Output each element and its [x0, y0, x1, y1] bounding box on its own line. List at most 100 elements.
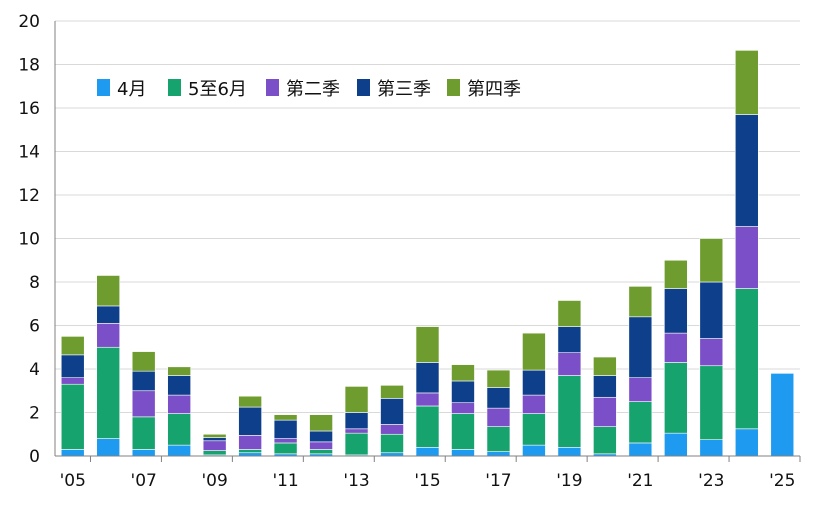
legend-swatch [97, 79, 110, 96]
bars [60, 50, 795, 457]
bar-segment [557, 326, 582, 353]
bar-segment [309, 430, 333, 443]
bar-segment [96, 438, 121, 457]
bar-segment [96, 323, 121, 348]
x-tick-label: '17 [485, 471, 511, 491]
x-tick-label: '15 [414, 471, 440, 491]
bar-segment [699, 439, 724, 457]
legend-swatch [168, 79, 181, 96]
bar-segment [557, 300, 582, 327]
bar-segment [557, 446, 582, 457]
legend-label: 第二季 [286, 79, 340, 100]
bar-segment [557, 352, 582, 376]
bar-segment [238, 395, 262, 408]
bar-segment [202, 450, 227, 456]
bar-segment [522, 332, 546, 371]
y-tick-label: 0 [29, 447, 40, 467]
bar-segment [60, 336, 85, 356]
bar-segment [380, 424, 404, 435]
bar-segment [628, 401, 653, 444]
legend-label: 5至6月 [188, 79, 247, 100]
legend-label: 第三季 [377, 79, 431, 100]
bar-segment [522, 394, 546, 414]
legend-label: 第四季 [467, 79, 521, 100]
bar-segment [664, 332, 688, 363]
bar-segment [202, 433, 227, 438]
bar-segment [167, 444, 191, 457]
bar-segment [60, 383, 85, 450]
y-tick-label: 6 [29, 317, 40, 337]
bar-segment [486, 387, 511, 409]
bar-segment [522, 413, 546, 446]
legend-swatch [447, 79, 460, 96]
bar-segment [273, 414, 298, 421]
bar-segment [451, 449, 475, 457]
bar-segment [273, 419, 298, 439]
bar-segment [309, 449, 333, 455]
bar-segment [131, 416, 156, 450]
bar-segment [415, 362, 440, 394]
x-tick-label: '07 [131, 471, 157, 491]
bar-segment [451, 380, 475, 404]
bar-segment [344, 412, 369, 430]
bar-segment [486, 426, 511, 452]
y-tick-label: 14 [18, 143, 40, 163]
bar-segment [96, 305, 121, 324]
bar-segment [734, 226, 759, 289]
bar-segment [522, 444, 546, 457]
bar-segment [202, 437, 227, 442]
bar-segment [628, 442, 653, 457]
y-tick-label: 8 [29, 273, 40, 293]
bar-segment [415, 326, 440, 363]
axes: 0 2 4 6 8 10 12 14 16 18 20 '05 '07 '09 '11 '13 '15 '17 '1… [18, 12, 801, 491]
bar-segment [344, 386, 369, 413]
bar-segment [486, 451, 511, 457]
bar-segment [60, 354, 85, 378]
x-tick-label: '21 [627, 471, 653, 491]
bar-segment [699, 338, 724, 367]
bar-segment [380, 398, 404, 425]
bar-segment [309, 441, 333, 450]
bar-segment [167, 366, 191, 376]
bar-segment [415, 446, 440, 457]
x-tick-label: '11 [272, 471, 298, 491]
bar-segment [96, 346, 121, 439]
bar-segment [238, 406, 262, 436]
bar-segment [699, 365, 724, 440]
bar-segment [131, 390, 156, 418]
bar-segment [664, 432, 688, 457]
bar-segment [202, 440, 227, 451]
bar-segment [167, 394, 191, 414]
bar-segment [60, 449, 85, 457]
bar-segment [131, 370, 156, 392]
bar-segment [415, 392, 440, 407]
bar-segment [664, 288, 688, 334]
legend-swatch [357, 79, 370, 96]
bar-segment [415, 405, 440, 448]
bar-segment [486, 407, 511, 427]
bar-segment [451, 364, 475, 382]
bar-segment [486, 369, 511, 388]
bar-segment [96, 275, 121, 307]
bar-segment [380, 433, 404, 454]
bar-segment [131, 449, 156, 457]
bar-segment [238, 435, 262, 450]
bar-segment [770, 373, 795, 457]
bar-segment [593, 356, 617, 376]
bar-segment [451, 402, 475, 414]
bar-segment [380, 385, 404, 399]
bar-segment [664, 362, 688, 434]
bar-segment [451, 413, 475, 450]
bar-segment [734, 428, 759, 457]
bar-segment [273, 442, 298, 455]
bar-segment [167, 375, 191, 396]
bar-segment [664, 259, 688, 289]
bar-segment [734, 50, 759, 115]
x-tick-label: '25 [769, 471, 795, 491]
x-tick-label: '19 [556, 471, 582, 491]
bar-segment [309, 414, 333, 432]
x-tick-label: '05 [60, 471, 86, 491]
bar-segment [628, 316, 653, 378]
x-tick-label: '13 [343, 471, 369, 491]
